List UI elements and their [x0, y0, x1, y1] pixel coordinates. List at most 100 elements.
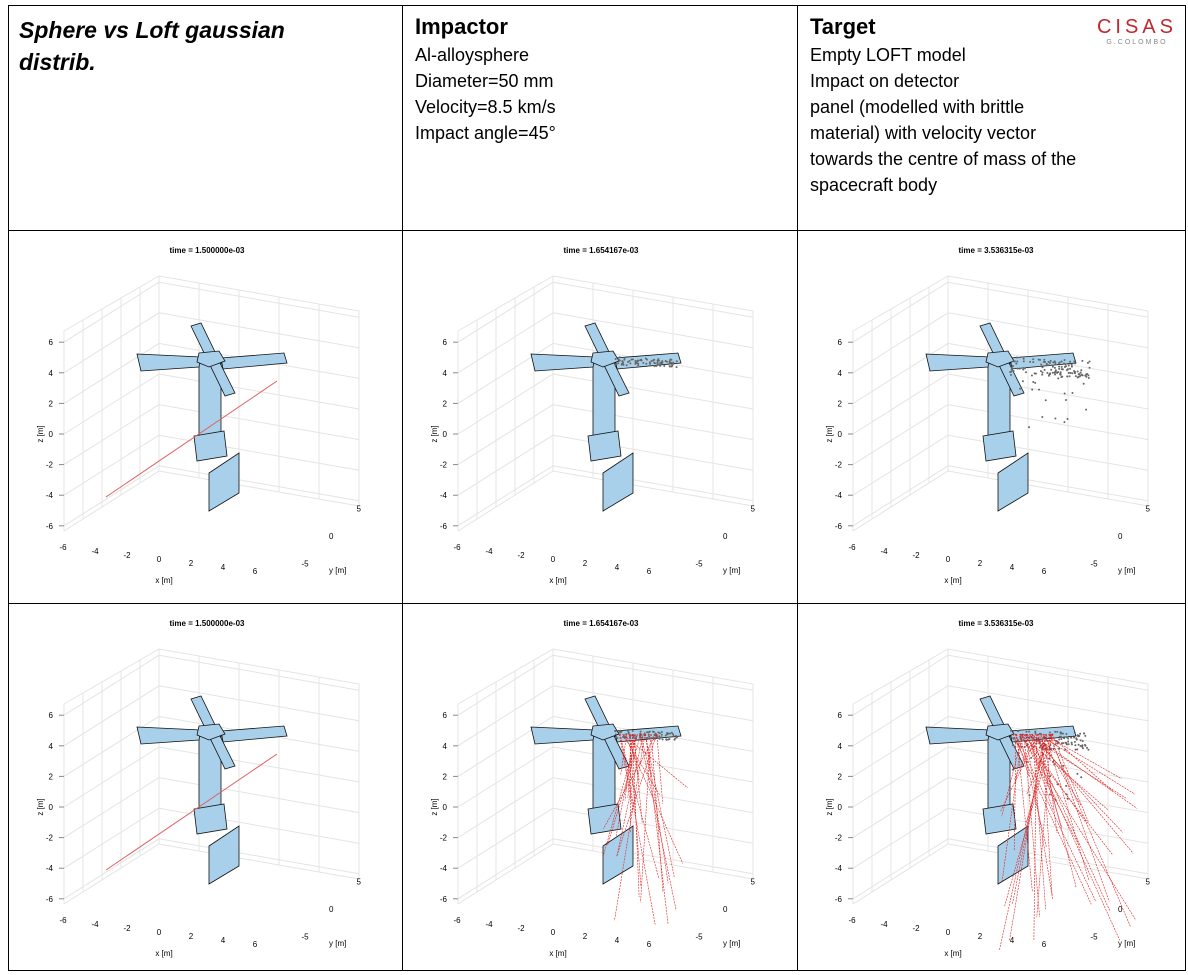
debris: [1081, 360, 1083, 362]
debris: [1028, 426, 1030, 428]
grid-line: [64, 716, 159, 776]
grid-line: [64, 405, 159, 465]
debris: [1078, 735, 1080, 737]
x-tick-label: 2: [583, 932, 588, 941]
text-line: panel (modelled with brittle: [810, 94, 1173, 120]
x-axis-label: x [m]: [944, 949, 961, 958]
debris: [1080, 369, 1082, 371]
z-tick-label: -4: [440, 864, 448, 873]
debris: [660, 736, 662, 738]
detector: [603, 453, 633, 511]
debris: [1057, 377, 1059, 379]
grid-line: [948, 808, 1148, 843]
debris: [1042, 372, 1044, 374]
debris: [1087, 362, 1089, 364]
debris: [672, 362, 674, 364]
debris: [1062, 368, 1064, 370]
debris: [1010, 374, 1012, 376]
debris: [658, 735, 660, 737]
debris: [1015, 742, 1017, 744]
debris: [1077, 376, 1079, 378]
debris: [1071, 372, 1073, 374]
y-tick-label: 0: [329, 532, 334, 541]
debris: [1061, 742, 1063, 744]
x-tick-label: 4: [1010, 563, 1015, 572]
x-tick-label: 4: [615, 563, 620, 572]
debris: [1011, 366, 1013, 368]
debris: [1071, 364, 1073, 366]
debris: [1052, 372, 1054, 374]
grid-line: [458, 808, 553, 868]
panel: [137, 354, 201, 371]
debris: [667, 733, 669, 735]
debris: [676, 366, 678, 368]
grid-line: [159, 313, 359, 348]
y-axis-label: y [m]: [329, 939, 346, 948]
z-tick-label: 0: [49, 430, 54, 439]
debris: [615, 737, 617, 739]
debris: [1064, 742, 1066, 744]
x-axis-label: x [m]: [155, 949, 172, 958]
debris: [1058, 368, 1060, 370]
debris: [648, 734, 650, 736]
debris: [1085, 409, 1087, 411]
debris: [1080, 776, 1082, 778]
grid-line: [948, 655, 1148, 690]
debris: [622, 362, 624, 364]
grid-line: [64, 808, 159, 868]
fragment-path: [657, 734, 663, 804]
panel: [926, 727, 990, 744]
grid-line: [64, 374, 159, 434]
y-axis-label: y [m]: [723, 566, 740, 575]
z-tick-label: 6: [443, 338, 448, 347]
debris: [1067, 418, 1069, 420]
debris: [627, 730, 629, 732]
debris: [1054, 364, 1056, 366]
y-tick-label: -5: [696, 933, 704, 942]
debris: [1078, 744, 1080, 746]
debris: [1054, 374, 1056, 376]
grid-line: [948, 405, 1148, 440]
grid-line: [159, 778, 359, 813]
page: Sphere vs Loft gaussian distrib. Impacto…: [0, 0, 1188, 972]
x-tick-label: -4: [485, 920, 493, 929]
debris: [1054, 362, 1056, 364]
panel: [615, 726, 681, 742]
debris: [1075, 375, 1077, 377]
debris: [622, 736, 624, 738]
z-tick-label: -2: [835, 834, 843, 843]
grid-line: [64, 778, 159, 838]
debris: [1069, 372, 1071, 374]
debris: [1069, 361, 1071, 363]
debris: [1074, 362, 1076, 364]
y-tick-label: 0: [1118, 532, 1123, 541]
y-tick-label: 5: [1146, 878, 1151, 887]
debris: [1059, 362, 1061, 364]
grid-line: [853, 839, 948, 899]
z-tick-label: 4: [838, 369, 843, 378]
x-tick-label: -6: [453, 543, 461, 552]
debris: [652, 731, 654, 733]
debris: [639, 359, 641, 361]
grid-line: [948, 686, 1148, 721]
debris: [1032, 358, 1034, 360]
z-tick-label: 2: [49, 772, 54, 781]
debris: [1046, 372, 1048, 374]
debris: [1067, 740, 1069, 742]
fragment-path: [1034, 734, 1037, 941]
y-axis-label: y [m]: [1118, 566, 1135, 575]
debris: [1063, 421, 1065, 423]
debris: [1047, 364, 1049, 366]
z-tick-label: 2: [443, 399, 448, 408]
x-tick-label: 2: [978, 559, 983, 568]
debris: [624, 357, 626, 359]
x-tick-label: 2: [978, 932, 983, 941]
debris: [1086, 747, 1088, 749]
debris: [1084, 735, 1086, 737]
x-tick-label: 6: [647, 940, 652, 949]
y-tick-label: 0: [723, 905, 728, 914]
x-tick-label: -2: [912, 551, 920, 560]
